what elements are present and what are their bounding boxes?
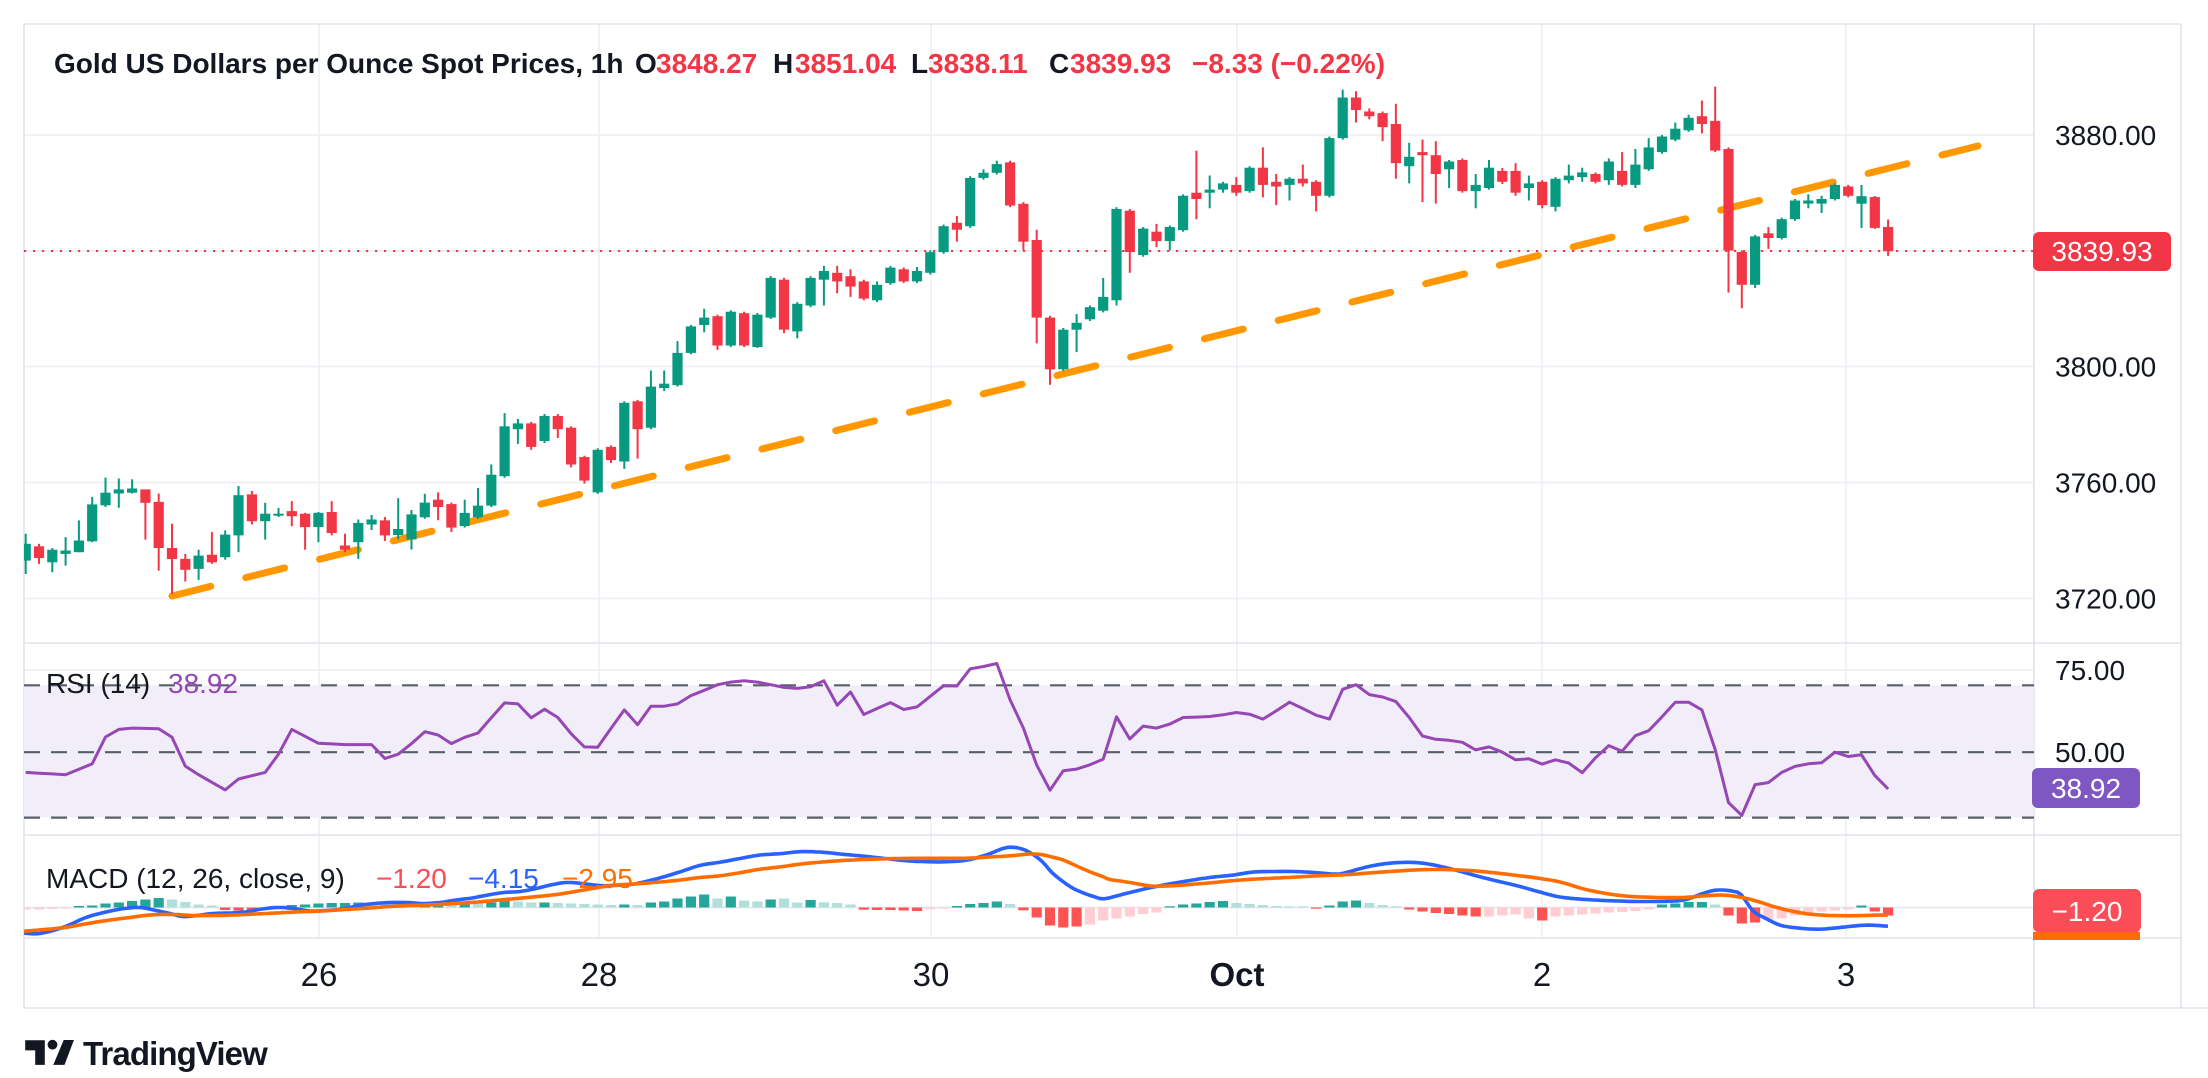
svg-text:3880.00: 3880.00: [2055, 120, 2156, 151]
svg-text:H: H: [773, 48, 793, 79]
svg-text:3851.04: 3851.04: [795, 48, 897, 79]
svg-text:3848.27: 3848.27: [656, 48, 757, 79]
svg-text:26: 26: [301, 956, 338, 993]
svg-text:−8.33 (−0.22%): −8.33 (−0.22%): [1192, 48, 1385, 79]
svg-text:−1.20: −1.20: [2052, 896, 2123, 927]
svg-text:−2.95: −2.95: [562, 863, 633, 894]
svg-text:30: 30: [913, 956, 950, 993]
svg-text:75.00: 75.00: [2055, 655, 2125, 686]
svg-text:3760.00: 3760.00: [2055, 468, 2156, 499]
svg-text:50.00: 50.00: [2055, 737, 2125, 768]
svg-text:Gold US Dollars per Ounce Spot: Gold US Dollars per Ounce Spot Prices, 1…: [54, 48, 623, 79]
svg-text:MACD (12, 26, close, 9): MACD (12, 26, close, 9): [46, 863, 345, 894]
svg-text:2: 2: [1533, 956, 1551, 993]
svg-text:3838.11: 3838.11: [928, 48, 1028, 79]
svg-text:TradingView: TradingView: [83, 1035, 268, 1072]
svg-text:RSI (14): RSI (14): [46, 668, 150, 699]
svg-text:−1.20: −1.20: [376, 863, 447, 894]
svg-text:C: C: [1049, 48, 1069, 79]
svg-text:L: L: [911, 48, 928, 79]
svg-text:38.92: 38.92: [168, 668, 238, 699]
svg-text:3839.93: 3839.93: [2051, 236, 2152, 267]
svg-text:3800.00: 3800.00: [2055, 352, 2156, 383]
svg-text:3839.93: 3839.93: [1070, 48, 1171, 79]
svg-text:38.92: 38.92: [2051, 773, 2121, 804]
svg-text:−4.15: −4.15: [468, 863, 539, 894]
svg-text:Oct: Oct: [1209, 956, 1264, 993]
svg-text:3720.00: 3720.00: [2055, 584, 2156, 615]
svg-text:O: O: [635, 48, 657, 79]
svg-text:28: 28: [581, 956, 618, 993]
svg-text:3: 3: [1837, 956, 1855, 993]
